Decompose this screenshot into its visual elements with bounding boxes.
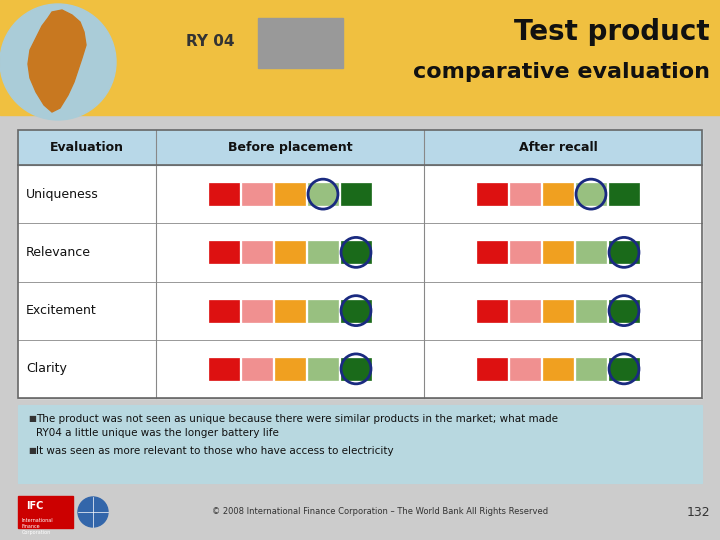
Text: ■: ■ xyxy=(28,447,36,456)
Bar xyxy=(0,0,720,115)
Bar xyxy=(609,241,639,264)
Bar xyxy=(275,358,305,380)
Bar xyxy=(543,300,573,322)
Bar xyxy=(477,241,507,264)
Bar xyxy=(18,130,702,398)
Text: Excitement: Excitement xyxy=(26,304,96,317)
Bar xyxy=(543,241,573,264)
Bar xyxy=(510,300,540,322)
Bar xyxy=(209,300,239,322)
Text: Clarity: Clarity xyxy=(26,362,67,375)
Bar xyxy=(609,358,639,380)
Bar xyxy=(341,241,371,264)
Bar xyxy=(242,300,272,322)
Bar xyxy=(18,130,702,165)
Text: ■: ■ xyxy=(28,415,36,423)
Bar xyxy=(242,358,272,380)
Polygon shape xyxy=(28,10,86,112)
Bar xyxy=(308,358,338,380)
Bar xyxy=(341,300,371,322)
Bar xyxy=(209,241,239,264)
Bar xyxy=(543,183,573,205)
Bar xyxy=(609,183,639,205)
Bar xyxy=(308,300,338,322)
Bar xyxy=(275,183,305,205)
Bar xyxy=(576,358,606,380)
Text: 132: 132 xyxy=(686,505,710,518)
Bar xyxy=(477,358,507,380)
Bar xyxy=(18,130,702,398)
Text: © 2008 International Finance Corporation – The World Bank All Rights Reserved: © 2008 International Finance Corporation… xyxy=(212,508,548,516)
Bar xyxy=(576,300,606,322)
Bar xyxy=(510,241,540,264)
Bar xyxy=(18,405,702,483)
Text: International
Finance
Corporation: International Finance Corporation xyxy=(22,518,53,535)
Bar xyxy=(341,358,371,380)
Text: Before placement: Before placement xyxy=(228,141,352,154)
Bar xyxy=(242,183,272,205)
Text: Uniqueness: Uniqueness xyxy=(26,187,99,201)
Text: comparative evaluation: comparative evaluation xyxy=(413,62,710,82)
Text: It was seen as more relevant to those who have access to electricity: It was seen as more relevant to those wh… xyxy=(36,446,394,456)
Text: IFC: IFC xyxy=(26,501,43,511)
Bar xyxy=(341,183,371,205)
Bar xyxy=(275,241,305,264)
Bar xyxy=(477,183,507,205)
Bar xyxy=(576,183,606,205)
Bar xyxy=(209,358,239,380)
Bar xyxy=(510,183,540,205)
Text: The product was not seen as unique because there were similar products in the ma: The product was not seen as unique becau… xyxy=(36,414,558,424)
Bar xyxy=(576,241,606,264)
Text: Relevance: Relevance xyxy=(26,246,91,259)
Circle shape xyxy=(78,497,108,527)
Circle shape xyxy=(0,4,116,120)
Bar xyxy=(510,358,540,380)
Bar xyxy=(242,241,272,264)
Text: RY04 a little unique was the longer battery life: RY04 a little unique was the longer batt… xyxy=(36,428,279,438)
Bar xyxy=(308,241,338,264)
Bar xyxy=(275,300,305,322)
Bar xyxy=(477,300,507,322)
Bar xyxy=(18,496,73,528)
Text: After recall: After recall xyxy=(518,141,598,154)
Text: Evaluation: Evaluation xyxy=(50,141,124,154)
Bar xyxy=(258,18,343,68)
Bar xyxy=(308,183,338,205)
Bar xyxy=(209,183,239,205)
Bar xyxy=(609,300,639,322)
Text: RY 04: RY 04 xyxy=(186,35,234,50)
Text: Test product: Test product xyxy=(514,18,710,46)
Bar xyxy=(543,358,573,380)
